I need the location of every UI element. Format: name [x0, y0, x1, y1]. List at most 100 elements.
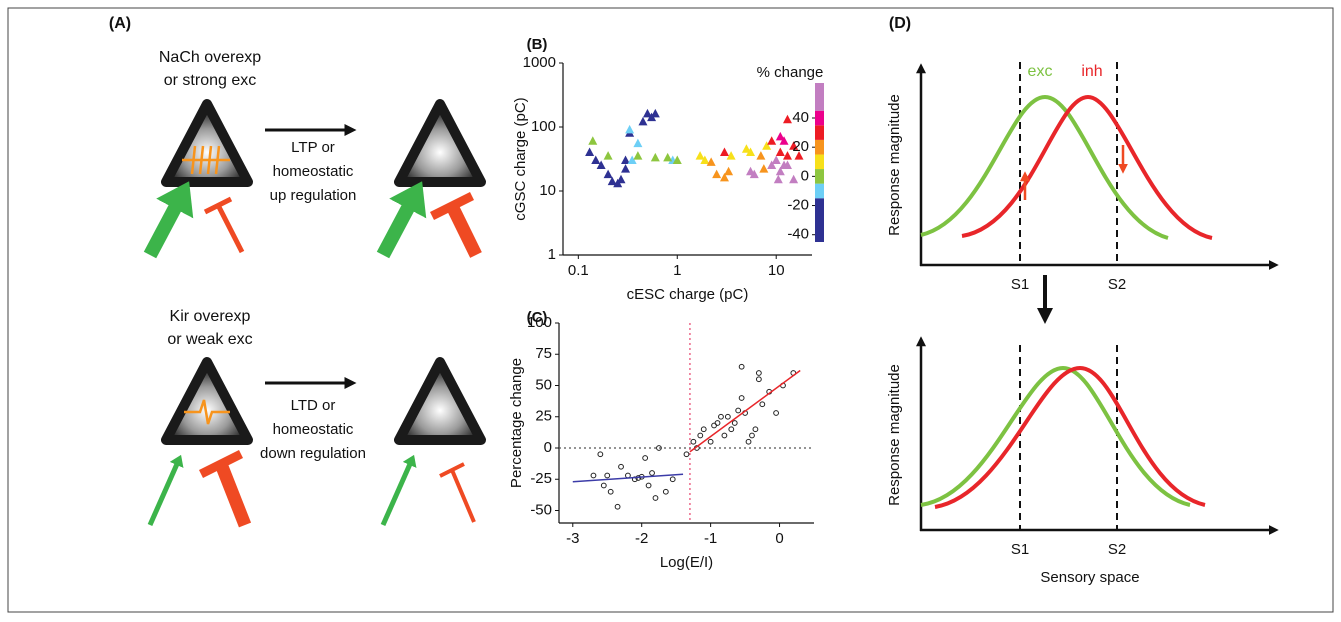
point [728, 426, 735, 433]
plasticity: LTP or [291, 139, 335, 156]
plasticity: LTD or [291, 397, 336, 414]
y-tick-label: -50 [530, 501, 552, 518]
point [669, 476, 676, 483]
point [794, 151, 804, 160]
point [779, 136, 789, 145]
point [767, 160, 777, 170]
colorbar-band [815, 125, 824, 140]
plasticity: down regulation [260, 445, 366, 462]
point [721, 432, 728, 439]
point [762, 141, 772, 150]
point [600, 482, 607, 489]
point [690, 438, 697, 445]
point [663, 152, 673, 162]
colorbar-tick-label: -20 [787, 197, 809, 214]
point [773, 410, 779, 416]
point [767, 136, 777, 145]
point [700, 426, 707, 433]
colorbar-tick-label: 40 [792, 109, 809, 126]
colorbar-title: % change [757, 64, 824, 81]
y-axis-title: cGSC charge (pC) [512, 97, 529, 220]
point [656, 445, 662, 451]
point [738, 363, 745, 370]
point [746, 147, 756, 156]
point [738, 395, 745, 401]
point [782, 160, 792, 170]
point [789, 141, 799, 150]
point [745, 438, 752, 445]
tick-label: S2 [1108, 276, 1126, 293]
neuron [161, 99, 253, 187]
colorbar-band [815, 183, 824, 199]
point [588, 136, 598, 145]
point [724, 166, 734, 176]
point [726, 151, 736, 160]
colorbar-band [815, 139, 824, 155]
point [771, 155, 781, 164]
point [731, 420, 738, 426]
fit-line [572, 473, 684, 483]
point [616, 174, 626, 184]
point [621, 155, 631, 164]
point [672, 155, 682, 164]
point [775, 147, 785, 156]
point [650, 152, 660, 162]
fit-line [689, 369, 801, 453]
point [755, 376, 762, 383]
x-tick-label: -2 [635, 530, 648, 547]
x-axis-title: Sensory space [1040, 569, 1139, 586]
y-tick-label: 10 [539, 182, 556, 199]
plasticity: homeostatic [273, 421, 354, 438]
point [773, 174, 783, 184]
frame [7, 7, 1334, 613]
point [775, 131, 785, 141]
point [614, 503, 621, 510]
x-tick-label: 1 [673, 262, 681, 279]
point [633, 138, 643, 148]
panel-label: (B) [527, 36, 548, 53]
tick-label: S2 [1108, 541, 1126, 558]
x-axis-title: cESC charge (pC) [627, 286, 749, 303]
inh-label: inh [1081, 63, 1102, 80]
point [645, 482, 652, 489]
tick-label: S1 [1011, 541, 1029, 558]
y-axis-title: Response magnitude [886, 94, 903, 236]
panel-label: (D) [889, 15, 911, 32]
colorbar-tick-label: 0 [801, 167, 809, 184]
y-tick-label: 100 [527, 314, 552, 331]
y-tick-label: 0 [544, 439, 552, 456]
point [585, 147, 595, 156]
point [775, 166, 785, 176]
point [724, 413, 731, 420]
point [603, 151, 613, 160]
point [642, 455, 649, 461]
point [650, 108, 660, 118]
point [618, 463, 624, 470]
y-tick-label: -25 [530, 470, 552, 487]
point [633, 151, 643, 160]
spikes [182, 145, 230, 425]
point [625, 124, 635, 134]
tuning-diagram [916, 62, 1279, 535]
x-axis-title: Log(E/I) [660, 554, 713, 571]
x-tick-label: 0 [775, 530, 783, 547]
x-tick-label: -3 [566, 530, 579, 547]
condition: or strong exc [164, 72, 256, 89]
point [697, 432, 704, 439]
point [712, 169, 722, 179]
neuron [394, 99, 486, 187]
point [700, 155, 710, 164]
point [662, 488, 669, 495]
point [683, 451, 690, 458]
condition: Kir overexp [170, 308, 251, 325]
point [591, 155, 601, 164]
tick-label: S1 [1011, 276, 1029, 293]
point [749, 169, 759, 179]
point [741, 144, 751, 153]
point [759, 164, 769, 173]
point [782, 151, 792, 160]
colorbar-tick-label: 20 [792, 138, 809, 155]
point [642, 108, 652, 118]
point [759, 401, 766, 408]
